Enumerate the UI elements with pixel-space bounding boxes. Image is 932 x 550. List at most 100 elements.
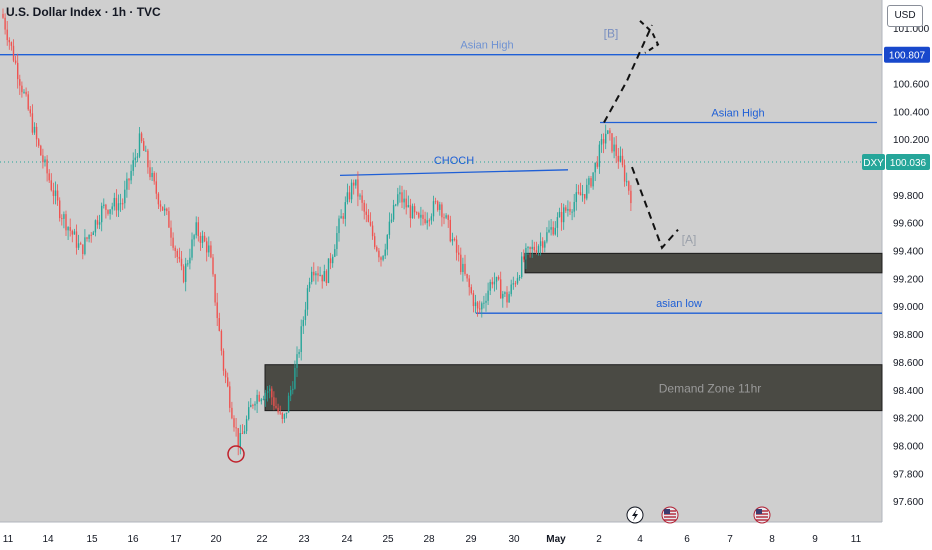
candle-body [416,212,418,214]
candle-body [101,205,103,223]
candle-body [136,156,139,158]
candle-body [363,202,365,212]
candle-body [275,406,277,408]
candle-body [248,407,250,420]
us-flag-icon-canton [664,509,670,514]
candle-body [592,172,594,187]
candle-body [413,206,416,213]
candle-body [556,217,559,228]
projection-path-b [603,24,653,123]
candle-body [544,241,546,248]
candle-body [617,155,619,162]
candle-body [290,390,292,396]
price-badge-asian-high [884,46,930,63]
candle-body [220,330,223,351]
candle-body [466,273,468,279]
candle-body [216,302,218,319]
candle-body [264,392,267,399]
candle-body [392,205,395,220]
candle-body [210,245,212,258]
y-tick-label: 101.000 [893,24,930,35]
candle-body [332,256,334,264]
candle-body [403,198,405,203]
candle-body [193,235,195,240]
candle-body [502,293,504,299]
candle-body [605,133,607,144]
zone-label: Demand Zone 11hr [659,382,762,396]
candle-body [516,278,519,284]
candle-body [56,190,59,201]
y-tick-label: 99.600 [893,219,924,230]
level-label: CHOCH [434,155,474,167]
price-axis[interactable] [882,0,932,550]
candle-body [586,184,588,199]
candle-body [178,256,181,259]
x-tick-label: 16 [127,534,139,545]
candle-body [374,236,376,247]
candle-body [117,203,120,211]
candle-body [71,230,73,235]
candle-body [212,257,214,275]
candle-body [508,294,510,303]
candle-body [105,204,107,210]
candle-body [491,281,493,285]
candle-body [506,292,508,303]
time-axis[interactable] [0,522,882,550]
candle-body [214,274,216,303]
candle-body [119,203,122,205]
candle-body [115,197,118,211]
candle-body [50,180,52,191]
candle-body [510,284,512,295]
candle-body [388,221,391,235]
candle-body [187,263,189,265]
candle-body [481,303,483,310]
candle-body [315,273,317,276]
candle-body [96,220,99,225]
candle-body [630,190,632,204]
candle-body [420,214,422,218]
candle-body [474,302,477,307]
candle-body [262,398,265,400]
candle-body [134,157,136,161]
candle-body [260,399,262,402]
y-tick-label: 100.400 [893,107,930,118]
candle-body [269,388,271,392]
candle-body [218,318,220,331]
candle-body [340,216,342,219]
candle-body [279,412,281,414]
candle-body [254,403,256,406]
candle-body [206,241,208,253]
candle-body [42,155,44,163]
candle-body [273,397,275,407]
currency-button[interactable]: USD [887,5,923,27]
candle-body [395,204,397,206]
candle-body [287,395,290,413]
candle-body [40,145,42,156]
candle-body [92,232,94,236]
candle-body [514,283,517,285]
candle-body [483,302,485,304]
candle-body [409,205,412,219]
candle-body [189,257,191,264]
candle-body [222,350,225,371]
candle-body [151,172,153,178]
candle-body [602,139,605,144]
candle-body [250,404,252,408]
candle-body [283,414,286,420]
candle-body [428,220,430,222]
level-label: Asian High [460,40,513,52]
candle-body [346,192,349,203]
symbol-badge [862,154,885,171]
candle-body [243,431,246,434]
candle-body [405,198,407,208]
candle-body [84,237,86,255]
candle-body [531,246,533,250]
candle-body [497,277,500,280]
candle-body [434,201,437,203]
candle-body [359,195,361,197]
candle-body [46,159,48,174]
candle-body [468,278,470,288]
candle-body [59,200,61,219]
